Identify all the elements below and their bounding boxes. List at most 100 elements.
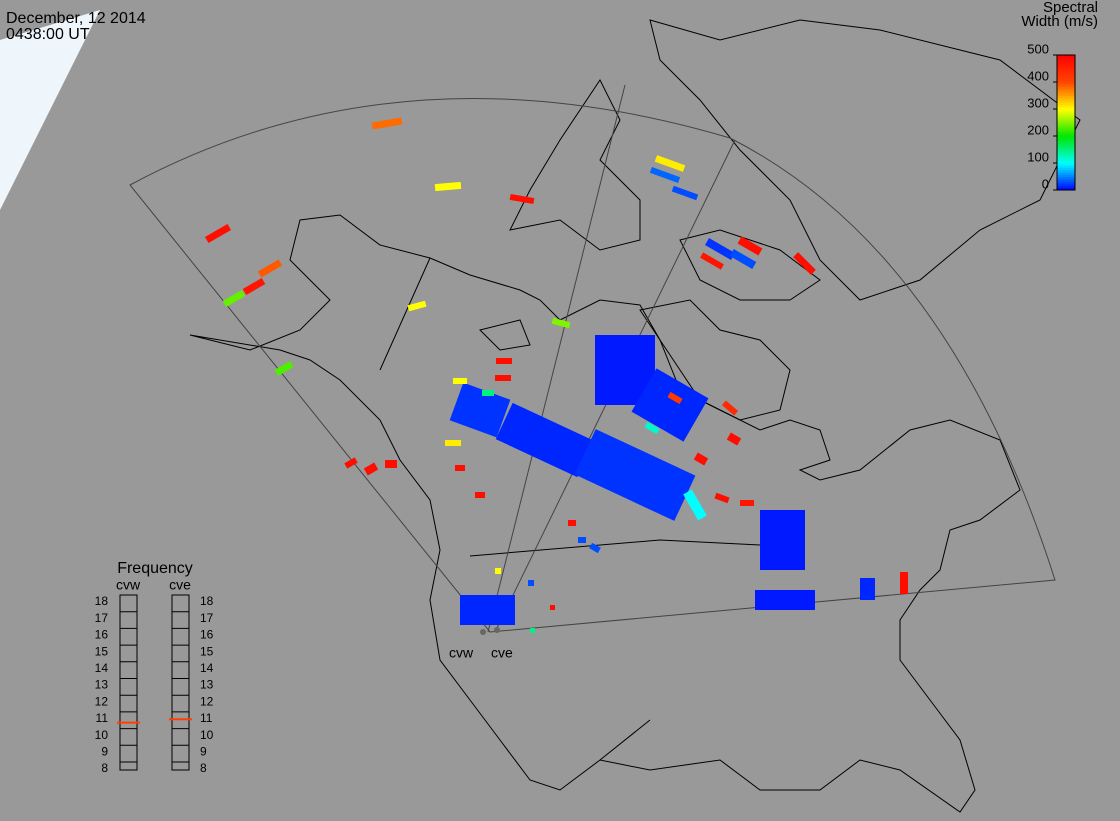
cell [482, 390, 494, 396]
daylight [0, 10, 100, 210]
colorbar-step [1057, 147, 1075, 150]
colorbar-step [1057, 118, 1075, 121]
frequency-tick-label: 9 [101, 744, 108, 758]
cell [371, 117, 403, 130]
cell [589, 542, 601, 554]
cell [509, 193, 535, 205]
cell [495, 402, 595, 478]
colorbar-step [1057, 185, 1075, 189]
frequency-tick-label: 13 [200, 678, 214, 692]
colorbar-tick-label: 400 [1027, 68, 1049, 83]
hudson-bay [639, 299, 791, 421]
colorbar-step [1057, 142, 1075, 146]
frequency-tick-label: 11 [96, 711, 109, 725]
colorbar-step [1057, 145, 1075, 148]
colorbar-title: Width (m/s) [1021, 13, 1098, 30]
frequency-tick-label: 18 [200, 594, 214, 608]
colorbar-step [1057, 70, 1075, 74]
frequency-tick-label: 9 [200, 744, 207, 758]
colorbar-step [1057, 84, 1075, 87]
colorbar-step [1057, 61, 1075, 65]
cell [574, 429, 696, 521]
colorbar-step [1057, 156, 1075, 159]
colorbar-step [1057, 57, 1075, 60]
cell [455, 465, 465, 471]
frequency-tick-label: 18 [95, 594, 109, 608]
frequency-tick-label: 8 [101, 761, 108, 775]
colorbar-step [1057, 163, 1075, 166]
colorbar-step [1057, 183, 1075, 186]
cell [729, 249, 757, 269]
colorbar-step [1057, 111, 1075, 114]
cell [654, 155, 686, 172]
colorbar-step [1057, 136, 1075, 139]
cell [726, 432, 742, 446]
cell [495, 568, 501, 574]
colorbar-step [1057, 88, 1075, 92]
cell [530, 628, 535, 633]
cell [453, 378, 467, 384]
colorbar-step [1057, 82, 1075, 85]
cell [344, 457, 358, 469]
cell [274, 360, 294, 377]
colorbar-step [1057, 181, 1075, 184]
cell [760, 510, 805, 570]
cell [667, 391, 683, 405]
cell [495, 375, 511, 381]
cell [257, 259, 283, 278]
colorbar-step [1057, 59, 1075, 63]
cell [204, 223, 232, 244]
cell [740, 500, 754, 506]
colorbar-step [1057, 160, 1075, 164]
frequency-tick-label: 16 [95, 628, 109, 642]
radar-name: cve [169, 577, 191, 593]
cell [550, 605, 555, 610]
colorbar-title: Spectral [1043, 0, 1098, 16]
colorbar-step [1057, 86, 1075, 90]
cell [644, 421, 660, 435]
colorbar-step [1057, 100, 1075, 103]
colorbar-tick-label: 0 [1042, 176, 1049, 191]
colorbar-step [1057, 55, 1075, 58]
cell [671, 185, 699, 201]
time: 0438:00 UT [6, 26, 90, 43]
station-label: cve [491, 645, 513, 661]
frequency-tick-label: 12 [200, 694, 214, 708]
cell [578, 537, 586, 543]
colorbar-step [1057, 187, 1075, 191]
colorbar-step [1057, 165, 1075, 168]
cell [434, 181, 462, 192]
cell [475, 492, 485, 498]
cell [721, 400, 739, 416]
frequency-tick-label: 17 [95, 611, 109, 625]
colorbar-step [1057, 122, 1075, 126]
colorbar-step [1057, 154, 1075, 157]
cell [496, 358, 512, 364]
colorbar-step [1057, 167, 1075, 171]
cell [700, 252, 724, 270]
cell [714, 492, 730, 504]
cell [755, 590, 815, 610]
frequency-tick-label: 15 [95, 644, 109, 658]
colorbar-step [1057, 174, 1075, 177]
date: December, 12 2014 [6, 10, 146, 27]
colorbar-step [1057, 109, 1075, 112]
colorbar-tick-label: 300 [1027, 95, 1049, 110]
frequency-tick-label: 17 [200, 611, 214, 625]
colorbar-step [1057, 93, 1075, 96]
cell [631, 368, 709, 442]
frequency-title: Frequency [117, 560, 193, 577]
cell [385, 460, 397, 468]
frequency-tick-label: 8 [200, 761, 207, 775]
colorbar-step [1057, 68, 1075, 72]
colorbar-step [1057, 124, 1075, 128]
frequency-tick-label: 14 [200, 661, 214, 675]
frequency-tick-label: 10 [200, 728, 214, 742]
colorbar-step [1057, 73, 1075, 76]
colorbar-tick-label: 200 [1027, 122, 1049, 137]
colorbar: 0 100 200 300 400 500 [1027, 41, 1076, 191]
cell [449, 382, 511, 438]
frequency-tick-label: 13 [95, 678, 109, 692]
